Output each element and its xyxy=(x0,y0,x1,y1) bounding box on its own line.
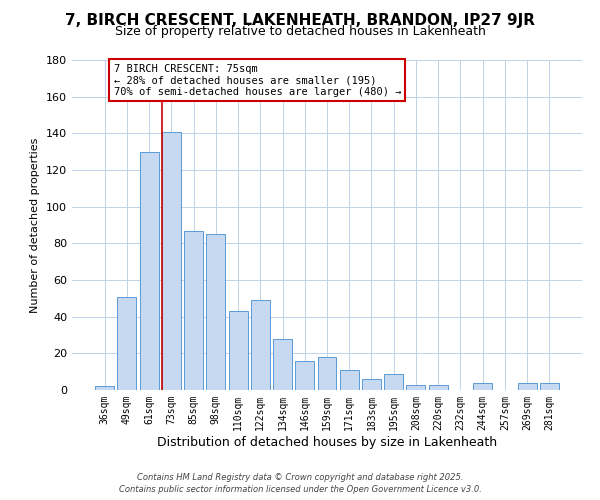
Bar xyxy=(118,296,136,390)
Bar xyxy=(406,384,425,390)
Bar xyxy=(95,386,114,390)
Bar xyxy=(362,379,381,390)
Bar xyxy=(206,234,225,390)
Y-axis label: Number of detached properties: Number of detached properties xyxy=(31,138,40,312)
Bar xyxy=(429,384,448,390)
Bar xyxy=(229,311,248,390)
X-axis label: Distribution of detached houses by size in Lakenheath: Distribution of detached houses by size … xyxy=(157,436,497,448)
Bar xyxy=(384,374,403,390)
Bar xyxy=(140,152,158,390)
Bar xyxy=(295,360,314,390)
Bar xyxy=(162,132,181,390)
Bar xyxy=(251,300,270,390)
Bar xyxy=(340,370,359,390)
Text: Contains HM Land Registry data © Crown copyright and database right 2025.
Contai: Contains HM Land Registry data © Crown c… xyxy=(119,473,481,494)
Text: Size of property relative to detached houses in Lakenheath: Size of property relative to detached ho… xyxy=(115,25,485,38)
Bar xyxy=(473,382,492,390)
Bar xyxy=(273,338,292,390)
Bar xyxy=(317,357,337,390)
Text: 7, BIRCH CRESCENT, LAKENHEATH, BRANDON, IP27 9JR: 7, BIRCH CRESCENT, LAKENHEATH, BRANDON, … xyxy=(65,12,535,28)
Bar xyxy=(184,230,203,390)
Bar xyxy=(540,382,559,390)
Text: 7 BIRCH CRESCENT: 75sqm
← 28% of detached houses are smaller (195)
70% of semi-d: 7 BIRCH CRESCENT: 75sqm ← 28% of detache… xyxy=(113,64,401,97)
Bar xyxy=(518,382,536,390)
